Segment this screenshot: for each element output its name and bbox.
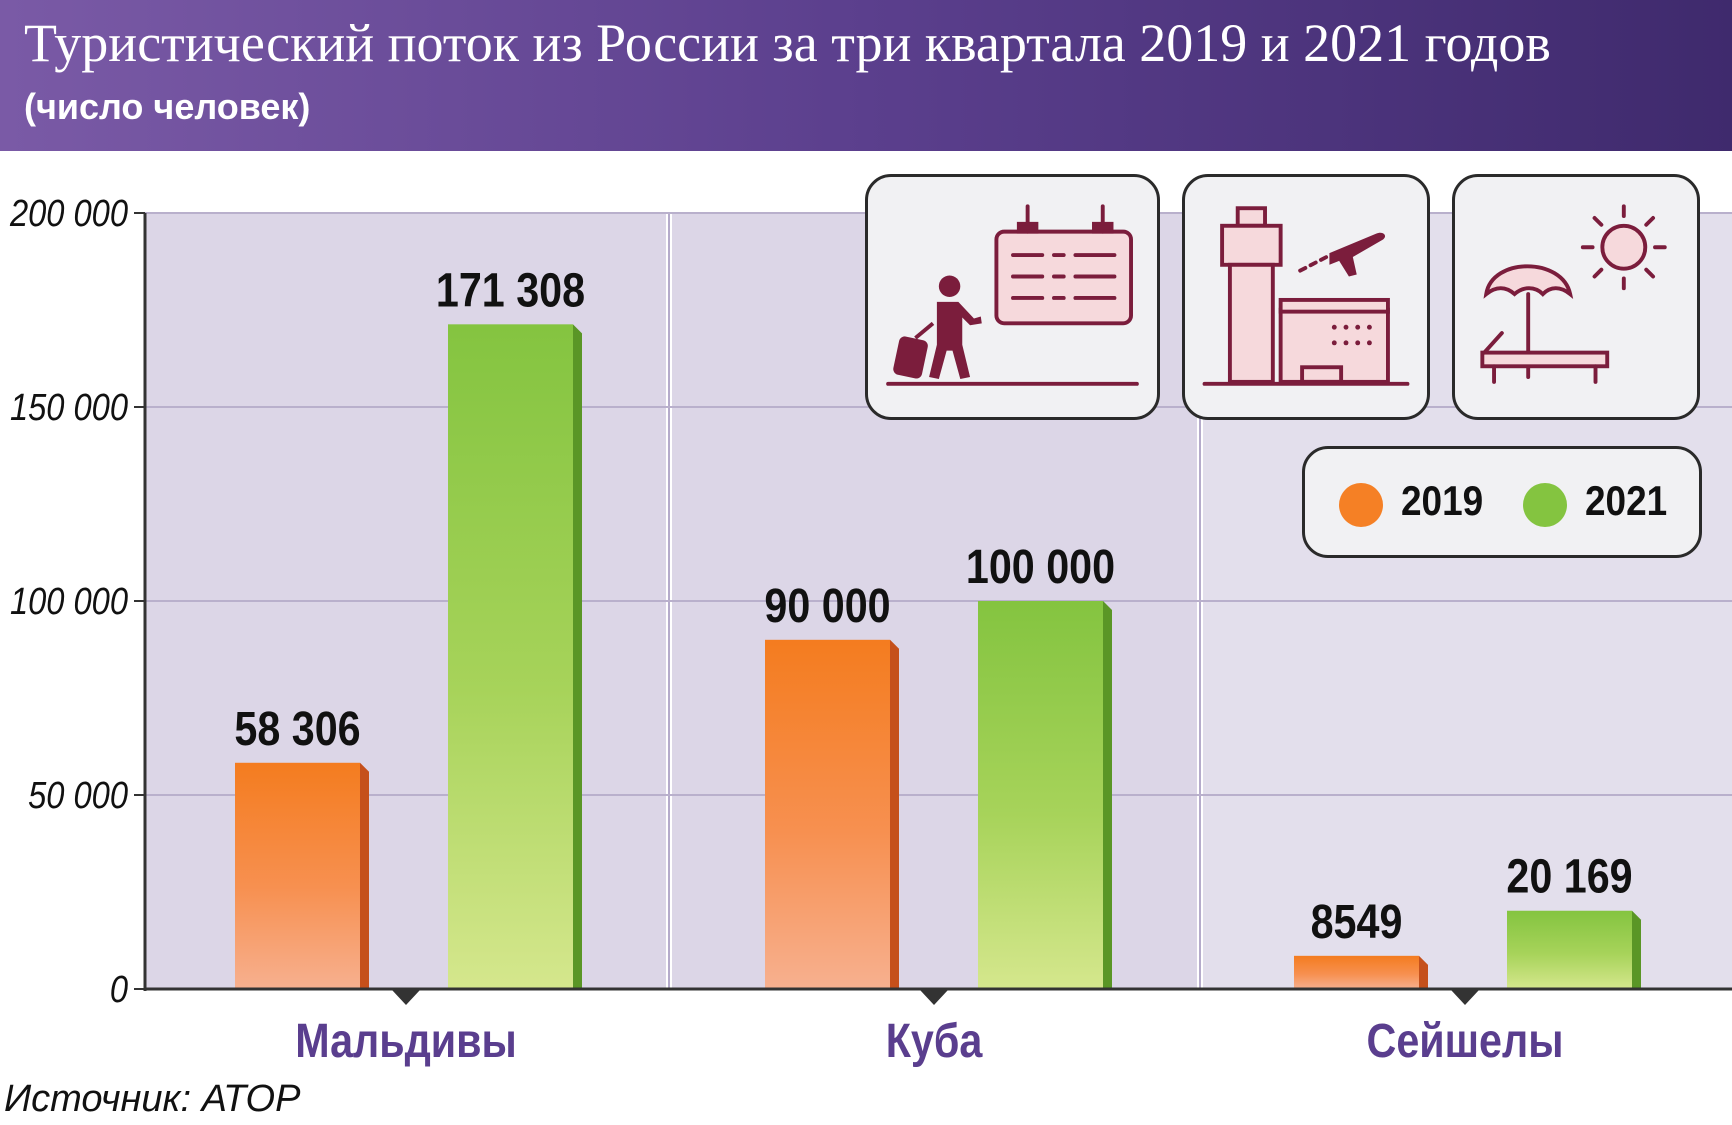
data-label-2021: 171 308 — [436, 263, 585, 317]
bar-side-2021 — [1103, 601, 1112, 989]
category-pointer — [392, 990, 420, 1005]
bar-2021 — [448, 324, 573, 989]
chart-title: Туристический поток из России за три ква… — [24, 13, 1551, 73]
bar-2021 — [1507, 910, 1632, 989]
bar-2021 — [978, 601, 1103, 989]
legend-dot-2021 — [1523, 483, 1567, 527]
y-tick-label: 150 000 — [10, 386, 128, 429]
y-tick-label: 200 000 — [9, 192, 128, 235]
category-pointer — [1451, 990, 1479, 1005]
source-note: Источник: АТОР — [4, 1078, 301, 1120]
traveler-departure-board-icon — [886, 204, 1139, 386]
beach-umbrella-sun-icon — [1480, 204, 1667, 384]
legend-label-2021: 2021 — [1585, 477, 1668, 524]
category-label: Сейшелы — [1367, 1014, 1564, 1068]
bar-side-2019 — [360, 762, 369, 989]
legend-dot-2019 — [1339, 483, 1383, 527]
bar-side-2021 — [1632, 910, 1641, 989]
bar-side-2019 — [1419, 955, 1428, 989]
category-label: Мальдивы — [295, 1014, 517, 1068]
traveler-card — [865, 174, 1160, 420]
airport-card — [1182, 174, 1430, 420]
bar-2019 — [235, 762, 360, 989]
chart-subtitle: (число человек) — [24, 86, 311, 127]
bar-side-2021 — [573, 324, 582, 989]
category-label: Куба — [886, 1014, 984, 1068]
bar-2019 — [765, 639, 890, 989]
data-label-2019: 8549 — [1311, 895, 1403, 949]
legend: 2019 2021 — [1302, 446, 1702, 558]
header-banner: Туристический поток из России за три ква… — [0, 0, 1732, 151]
data-label-2019: 58 306 — [234, 702, 360, 756]
data-label-2019: 90 000 — [764, 579, 890, 633]
y-tick-label: 100 000 — [10, 580, 128, 623]
airport-tower-plane-icon — [1202, 206, 1410, 386]
data-label-2021: 20 169 — [1506, 850, 1632, 904]
bar-2019 — [1294, 955, 1419, 989]
y-tick-label: 50 000 — [28, 774, 128, 817]
legend-label-2019: 2019 — [1401, 477, 1484, 524]
category-pointer — [920, 990, 948, 1005]
data-label-2021: 100 000 — [966, 540, 1115, 594]
bar-side-2019 — [890, 639, 899, 989]
y-tick-label: 0 — [110, 968, 128, 1011]
beach-card — [1452, 174, 1700, 420]
